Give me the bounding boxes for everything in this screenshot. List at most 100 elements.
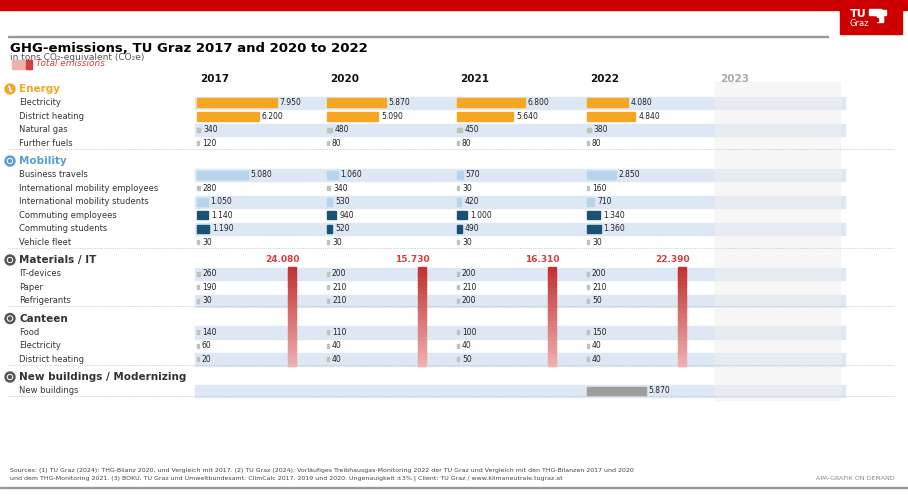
Text: 50: 50	[462, 355, 472, 364]
Text: 100: 100	[462, 328, 477, 337]
Bar	[288, 319, 296, 323]
Bar	[418, 342, 426, 346]
Bar	[288, 310, 296, 313]
Bar	[288, 306, 296, 310]
Circle shape	[8, 317, 12, 320]
Text: Further fuels: Further fuels	[19, 139, 73, 148]
Text: 5.080: 5.080	[251, 170, 272, 179]
Text: Sources: (1) TU Graz (2024): THG-Bilanz 2020, und Vergleich mit 2017. (2) TU Gra: Sources: (1) TU Graz (2024): THG-Bilanz …	[10, 468, 634, 473]
Bar	[418, 312, 426, 316]
Bar	[678, 349, 686, 353]
Text: 40: 40	[332, 355, 341, 364]
Text: IT-devices: IT-devices	[19, 269, 61, 278]
Text: 6.800: 6.800	[528, 98, 549, 107]
Bar	[418, 329, 426, 333]
Bar	[548, 300, 556, 303]
Text: GHG-emissions, TU Graz 2017 and 2020 to 2022: GHG-emissions, TU Graz 2017 and 2020 to …	[10, 42, 368, 55]
Text: District heating: District heating	[19, 355, 84, 364]
Bar	[327, 272, 329, 276]
Bar	[327, 285, 329, 289]
Bar	[678, 336, 686, 340]
Bar	[418, 300, 426, 303]
Text: 260: 260	[202, 269, 217, 278]
Text: 210: 210	[332, 283, 347, 292]
Text: 940: 940	[340, 211, 354, 220]
Text: 710: 710	[597, 197, 612, 206]
Text: 30: 30	[332, 238, 341, 247]
Bar	[288, 349, 296, 353]
Text: 40: 40	[332, 341, 341, 350]
Bar	[327, 98, 386, 107]
Text: 5.640: 5.640	[517, 112, 538, 121]
Bar	[288, 293, 296, 297]
Text: 380: 380	[594, 125, 608, 134]
Bar	[587, 330, 589, 334]
Bar	[678, 339, 686, 343]
Bar	[548, 276, 556, 280]
Bar	[587, 272, 589, 276]
Bar	[457, 198, 461, 206]
Text: Mobility: Mobility	[19, 156, 67, 166]
Bar	[678, 346, 686, 350]
Bar	[678, 300, 686, 303]
Bar	[587, 141, 589, 145]
Bar	[678, 270, 686, 274]
Bar	[0, 0, 908, 10]
Bar	[418, 356, 426, 360]
Bar	[418, 293, 426, 297]
Bar	[418, 332, 426, 336]
Bar	[548, 273, 556, 277]
Circle shape	[5, 313, 15, 323]
Bar	[678, 266, 686, 270]
Bar	[874, 10, 886, 15]
Bar	[548, 359, 556, 363]
Text: 1.340: 1.340	[604, 211, 625, 220]
Bar	[548, 306, 556, 310]
Text: 40: 40	[462, 341, 472, 350]
Bar	[457, 272, 459, 276]
Bar	[195, 326, 845, 338]
Bar	[587, 240, 589, 244]
Bar	[587, 357, 589, 361]
Bar	[288, 352, 296, 356]
Text: 6.200: 6.200	[262, 112, 284, 121]
Text: 16.310: 16.310	[526, 255, 560, 264]
Bar	[457, 330, 459, 334]
Bar	[197, 112, 259, 121]
Text: 480: 480	[335, 125, 350, 134]
Bar	[548, 319, 556, 323]
Bar	[457, 186, 459, 190]
Text: Vehicle fleet: Vehicle fleet	[19, 238, 71, 247]
Bar	[288, 312, 296, 316]
Bar	[195, 97, 845, 109]
Bar	[288, 359, 296, 363]
Text: 20: 20	[202, 355, 212, 364]
Bar	[678, 316, 686, 320]
Bar	[288, 342, 296, 346]
Bar	[418, 283, 426, 287]
Text: District heating: District heating	[19, 112, 84, 121]
Bar	[878, 11, 883, 21]
Text: 4.840: 4.840	[638, 112, 660, 121]
Bar	[418, 276, 426, 280]
Bar	[288, 326, 296, 330]
Bar	[678, 273, 686, 277]
Bar	[288, 283, 296, 287]
Bar	[587, 98, 627, 107]
Bar	[678, 303, 686, 307]
Text: 450: 450	[465, 125, 479, 134]
Text: 1.050: 1.050	[211, 197, 232, 206]
Text: 340: 340	[333, 184, 348, 193]
Text: 280: 280	[202, 184, 217, 193]
Bar	[288, 290, 296, 294]
Bar	[457, 98, 525, 107]
Bar	[288, 316, 296, 320]
Bar	[195, 195, 845, 208]
Bar	[195, 384, 845, 397]
Text: 4.080: 4.080	[631, 98, 653, 107]
Bar	[587, 225, 600, 233]
Text: 1.140: 1.140	[212, 211, 233, 220]
Bar	[548, 293, 556, 297]
Bar	[327, 240, 329, 244]
Bar	[197, 98, 277, 107]
